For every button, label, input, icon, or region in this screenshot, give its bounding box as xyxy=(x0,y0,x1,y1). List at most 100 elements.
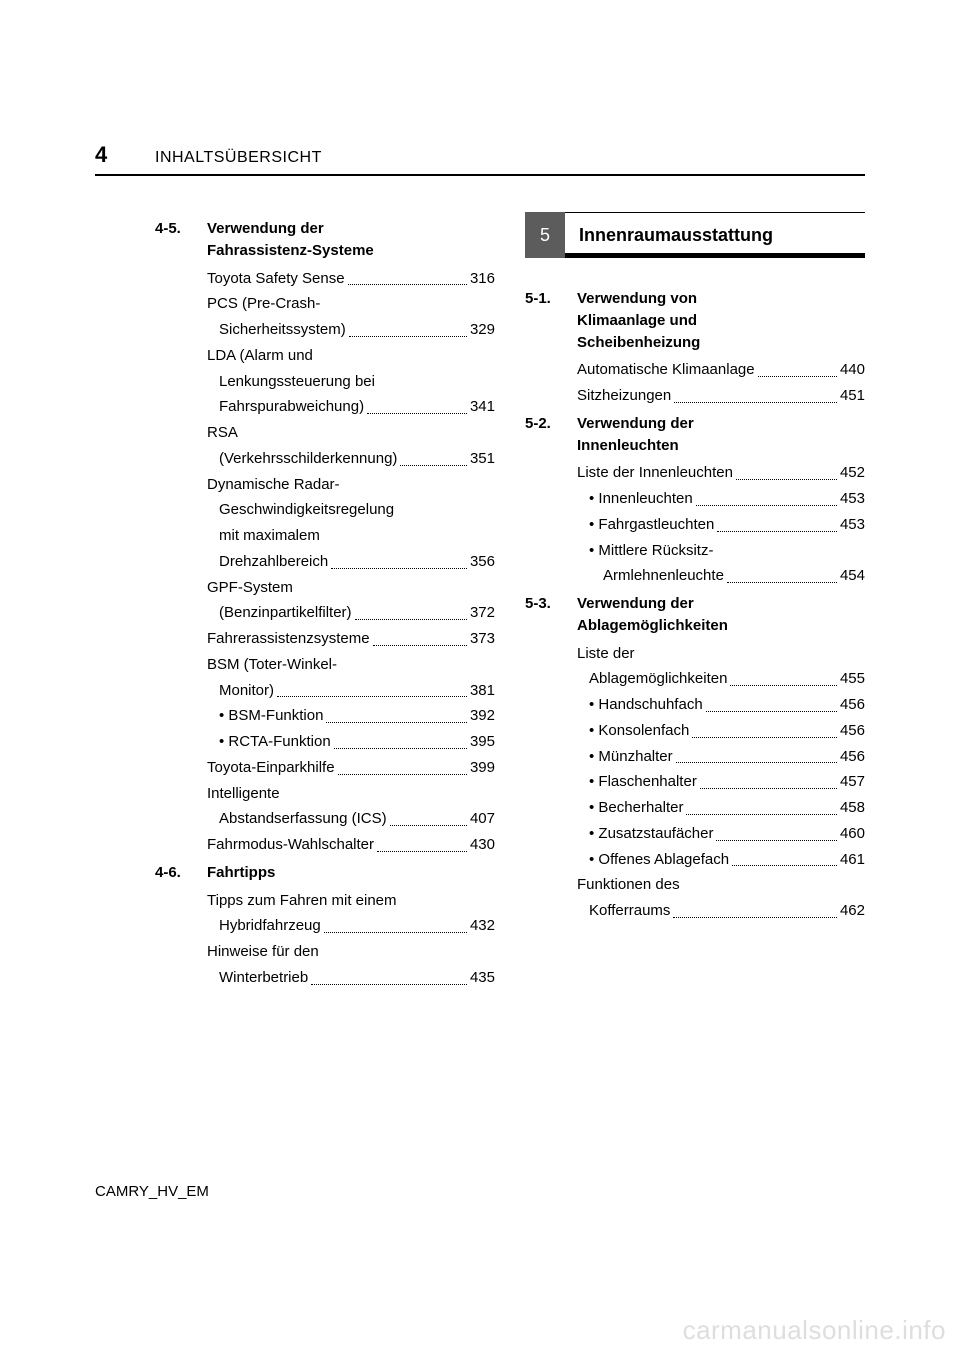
toc-section-number: 5-1. xyxy=(525,288,577,353)
toc-bullet-label: Münzhalter xyxy=(589,746,673,768)
toc-bullet-label: RCTA-Funktion xyxy=(219,731,331,753)
toc-entry-page: 399 xyxy=(470,757,495,779)
toc-entry-page: 341 xyxy=(470,396,495,418)
toc-entry-line: Hinweise für den xyxy=(207,941,495,963)
toc-entry-line: PCS (Pre-Crash- xyxy=(207,293,495,315)
toc-entries: Tipps zum Fahren mit einemHybridfahrzeug… xyxy=(155,890,495,989)
toc-entry-label: GPF-System xyxy=(207,577,293,599)
toc-entry-label: Sicherheitssystem) xyxy=(207,319,346,341)
toc-leader-dots xyxy=(732,865,837,866)
toc-bullet: Zusatzstaufächer460 xyxy=(577,823,865,845)
toc-entry: Winterbetrieb 435 xyxy=(207,967,495,989)
toc-entry-page: 455 xyxy=(840,668,865,690)
toc-entry: Sitzheizungen451 xyxy=(577,385,865,407)
chapter-number: 5 xyxy=(525,212,565,258)
toc-leader-dots xyxy=(758,376,837,377)
toc-section-title: Verwendung derInnenleuchten xyxy=(577,413,694,457)
toc-entry-line: mit maximalem xyxy=(207,525,495,547)
content-columns: 4-5.Verwendung derFahrassistenz-SystemeT… xyxy=(95,212,865,989)
toc-bullet: Flaschenhalter457 xyxy=(577,771,865,793)
toc-entry-page: 316 xyxy=(470,268,495,290)
toc-bullet: Armlehnenleuchte454 xyxy=(577,565,865,587)
toc-leader-dots xyxy=(736,479,837,480)
toc-entry-page: 407 xyxy=(470,808,495,830)
toc-entry-label: Monitor) xyxy=(207,680,274,702)
toc-bullet-label: Flaschenhalter xyxy=(589,771,697,793)
toc-entry-label: Lenkungssteuerung bei xyxy=(207,371,375,393)
toc-entry: Fahrerassistenzsysteme373 xyxy=(207,628,495,650)
toc-bullet-line: Mittlere Rücksitz- xyxy=(577,540,865,562)
toc-entry-line: Tipps zum Fahren mit einem xyxy=(207,890,495,912)
toc-bullet-label: Becherhalter xyxy=(589,797,683,819)
toc-section-number: 4-6. xyxy=(155,862,207,884)
toc-bullet: Offenes Ablagefach461 xyxy=(577,849,865,871)
toc-entry: Fahrmodus-Wahlschalter 430 xyxy=(207,834,495,856)
toc-bullet: Innenleuchten 453 xyxy=(577,488,865,510)
toc-leader-dots xyxy=(338,774,467,775)
toc-section-heading: 4-6.Fahrtipps xyxy=(155,862,495,884)
toc-entry-label: Toyota Safety Sense xyxy=(207,268,345,290)
toc-entry-label: Sitzheizungen xyxy=(577,385,671,407)
toc-leader-dots xyxy=(400,465,467,466)
toc-entry-label: Tipps zum Fahren mit einem xyxy=(207,890,397,912)
toc-entry-label: BSM (Toter-Winkel- xyxy=(207,654,337,676)
toc-entry-label: Abstandserfassung (ICS) xyxy=(207,808,387,830)
toc-entry-label: LDA (Alarm und xyxy=(207,345,313,367)
toc-entry-line: BSM (Toter-Winkel- xyxy=(207,654,495,676)
toc-bullet-label: Fahrgastleuchten xyxy=(589,514,714,536)
toc-leader-dots xyxy=(367,413,467,414)
toc-entry-label: Winterbetrieb xyxy=(207,967,308,989)
toc-entry-label: Dynamische Radar- xyxy=(207,474,340,496)
toc-entry-label: (Benzinpartikelfilter) xyxy=(207,602,352,624)
toc-entry-line: Liste der xyxy=(577,643,865,665)
toc-leader-dots xyxy=(674,402,837,403)
toc-entry-label: Funktionen des xyxy=(577,874,680,896)
toc-section-number: 5-2. xyxy=(525,413,577,457)
toc-section-number: 5-3. xyxy=(525,593,577,637)
toc-entry-line: LDA (Alarm und xyxy=(207,345,495,367)
toc-entry-label: Liste der xyxy=(577,643,635,665)
toc-bullet-page: 453 xyxy=(840,488,865,510)
page-header: 4 INHALTSÜBERSICHT xyxy=(95,142,865,176)
toc-leader-dots xyxy=(348,284,467,285)
toc-leader-dots xyxy=(377,851,467,852)
left-column: 4-5.Verwendung derFahrassistenz-SystemeT… xyxy=(155,212,495,989)
toc-entry-page: 372 xyxy=(470,602,495,624)
toc-entry: Liste der Innenleuchten452 xyxy=(577,462,865,484)
toc-entry: Sicherheitssystem) 329 xyxy=(207,319,495,341)
toc-leader-dots xyxy=(277,696,467,697)
toc-entry-label: Fahrmodus-Wahlschalter xyxy=(207,834,374,856)
toc-bullet: Konsolenfach456 xyxy=(577,720,865,742)
toc-entry-page: 430 xyxy=(470,834,495,856)
toc-bullet-label: Offenes Ablagefach xyxy=(589,849,729,871)
toc-bullet-page: 395 xyxy=(470,731,495,753)
toc-leader-dots xyxy=(692,737,837,738)
header-title: INHALTSÜBERSICHT xyxy=(155,149,322,167)
toc-bullet: Becherhalter458 xyxy=(577,797,865,819)
toc-entry-label: Drehzahlbereich xyxy=(207,551,328,573)
toc-entry-label: mit maximalem xyxy=(207,525,320,547)
toc-bullet-label: Zusatzstaufächer xyxy=(589,823,713,845)
toc-leader-dots xyxy=(326,722,467,723)
toc-entry-page: 329 xyxy=(470,319,495,341)
toc-entry: Fahrspurabweichung)341 xyxy=(207,396,495,418)
toc-entry-label: Geschwindigkeitsregelung xyxy=(207,499,394,521)
toc-entry-label: Toyota-Einparkhilfe xyxy=(207,757,335,779)
toc-entry-page: 351 xyxy=(470,448,495,470)
toc-entry-line: GPF-System xyxy=(207,577,495,599)
toc-leader-dots xyxy=(673,917,837,918)
toc-bullet-label: Handschuhfach xyxy=(589,694,703,716)
toc-entry-label: Hinweise für den xyxy=(207,941,319,963)
toc-bullet-label: BSM-Funktion xyxy=(219,705,323,727)
toc-section-title: Verwendung vonKlimaanlage undScheibenhei… xyxy=(577,288,700,353)
toc-entry-page: 435 xyxy=(470,967,495,989)
toc-entry-label: PCS (Pre-Crash- xyxy=(207,293,320,315)
toc-entry: (Verkehrsschilderkennung)351 xyxy=(207,448,495,470)
toc-bullet-label: Innenleuchten xyxy=(589,488,693,510)
toc-leader-dots xyxy=(717,531,837,532)
toc-entry: Monitor)381 xyxy=(207,680,495,702)
toc-bullet-page: 392 xyxy=(470,705,495,727)
toc-bullet-label: Konsolenfach xyxy=(589,720,689,742)
toc-bullet-page: 456 xyxy=(840,746,865,768)
toc-entries: Automatische Klimaanlage440Sitzheizungen… xyxy=(525,359,865,407)
